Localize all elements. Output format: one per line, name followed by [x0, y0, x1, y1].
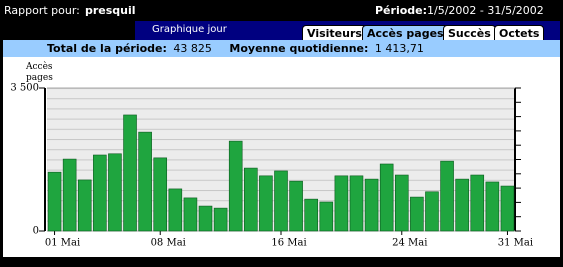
bar — [213, 207, 228, 232]
bar — [334, 175, 349, 232]
bar — [259, 175, 273, 232]
bar — [379, 163, 394, 232]
bar — [138, 131, 152, 232]
average: 1 413,71 — [374, 42, 424, 55]
bar — [168, 188, 183, 232]
bar — [198, 205, 213, 232]
tab[interactable]: Accès pages — [362, 25, 449, 41]
bar — [349, 175, 364, 232]
bar — [470, 174, 485, 232]
x-tick-label: 08 Mai — [151, 238, 186, 249]
summary-bar: Total de la période: 43 825 Moyenne quot… — [3, 40, 560, 57]
bar — [183, 197, 198, 232]
x-tick-label: 16 Mai — [271, 238, 306, 249]
y-tick-label: 0 — [33, 226, 39, 237]
total-label: Total de la période: — [47, 42, 167, 55]
bar — [425, 191, 439, 232]
period-label: Période: — [375, 4, 428, 17]
x-tick-label: 01 Mai — [45, 238, 80, 249]
bar — [500, 185, 515, 232]
bar — [274, 170, 288, 232]
bar — [394, 174, 409, 232]
bar — [77, 179, 92, 232]
x-tick-label: 24 Mai — [392, 238, 427, 249]
view-title: Graphique jour — [152, 24, 227, 35]
bar — [455, 178, 469, 232]
tab[interactable]: Visiteurs — [302, 25, 367, 41]
y-axis-title: Accès pages — [26, 62, 53, 83]
report-label: Rapport pour: — [4, 4, 80, 17]
bar — [62, 158, 77, 232]
site-name: presquil — [85, 4, 136, 17]
bar — [108, 153, 122, 232]
bar — [153, 157, 168, 232]
tab[interactable]: Octets — [494, 25, 545, 41]
tab[interactable]: Succès — [443, 25, 496, 41]
bar — [319, 201, 334, 232]
header-bar: Rapport pour: presquil Période: 1/5/2002… — [0, 0, 563, 21]
bar — [440, 160, 454, 232]
bar — [289, 180, 303, 232]
bar — [364, 178, 379, 232]
y-tick-label: 3 500 — [10, 83, 39, 94]
x-tick-label: 31 Mai — [498, 238, 533, 249]
total: 43 825 — [173, 42, 212, 55]
bar — [410, 196, 424, 232]
bar — [485, 181, 500, 232]
bar — [47, 171, 62, 232]
bar — [244, 167, 258, 232]
average-label: Moyenne quotidienne: — [229, 42, 369, 55]
bar — [228, 140, 243, 232]
bar — [304, 198, 318, 232]
period: 1/5/2002 - 31/5/2002 — [427, 4, 544, 17]
bar — [93, 154, 107, 232]
bar — [123, 114, 137, 232]
